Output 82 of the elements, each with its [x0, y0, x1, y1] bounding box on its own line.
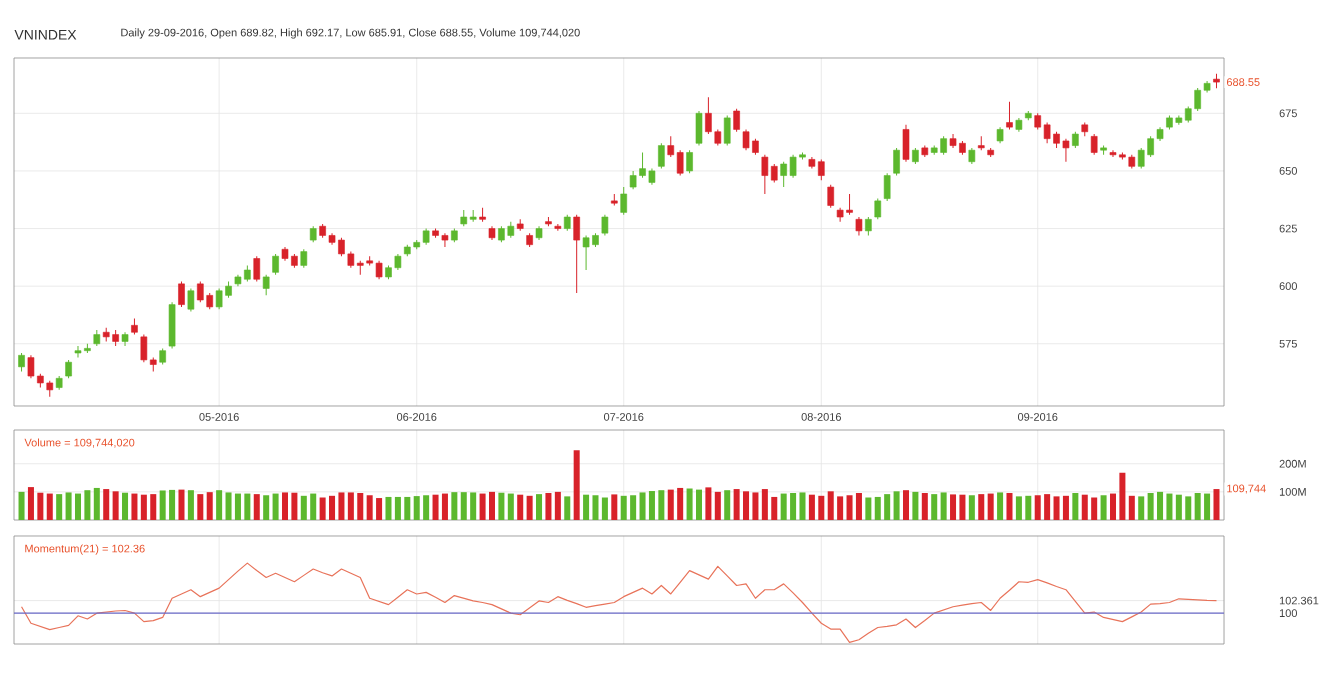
- bar: [1213, 489, 1220, 520]
- bar: [583, 494, 590, 520]
- candlestick: [723, 115, 731, 147]
- bar: [18, 491, 25, 520]
- candlestick: [272, 253, 279, 276]
- bar: [197, 494, 204, 520]
- bar: [893, 491, 900, 520]
- bar: [263, 495, 270, 520]
- candlestick: [620, 186, 628, 216]
- bar: [902, 490, 909, 520]
- bar: [611, 494, 618, 520]
- candlestick: [253, 255, 261, 283]
- bar: [1100, 495, 1107, 520]
- candlestick: [262, 274, 270, 296]
- bar: [1006, 493, 1013, 520]
- candlestick: [601, 214, 609, 236]
- bar: [564, 496, 571, 520]
- bar: [488, 491, 495, 520]
- bar: [272, 493, 279, 520]
- candlestick: [300, 248, 308, 269]
- bar: [526, 495, 533, 520]
- bar: [131, 493, 138, 520]
- candlestick: [902, 124, 910, 163]
- bar: [573, 450, 580, 520]
- bar: [601, 497, 608, 520]
- bar: [997, 492, 1004, 520]
- candlestick: [573, 214, 580, 294]
- bar: [705, 487, 712, 520]
- bar: [695, 489, 702, 520]
- bar: [103, 489, 110, 520]
- candlestick: [18, 352, 25, 372]
- bar: [978, 494, 985, 520]
- candlestick: [65, 359, 72, 379]
- bar: [122, 492, 129, 520]
- candlestick: [733, 108, 740, 133]
- candlestick: [695, 110, 703, 147]
- bar: [545, 493, 552, 520]
- candlestick: [855, 216, 863, 236]
- bar: [507, 493, 514, 520]
- bar: [178, 489, 185, 520]
- bar: [1072, 493, 1079, 520]
- bar: [451, 492, 458, 520]
- bar: [987, 493, 994, 520]
- bar: [253, 494, 260, 520]
- bar: [112, 491, 119, 520]
- candlestick: [178, 281, 185, 308]
- bar: [206, 492, 213, 520]
- candlestick: [658, 142, 665, 170]
- bar: [1128, 495, 1135, 520]
- bar: [56, 494, 63, 520]
- bar: [441, 493, 448, 520]
- bar: [187, 490, 194, 520]
- bar: [855, 493, 862, 520]
- candlestick: [686, 149, 693, 174]
- bar: [281, 492, 289, 520]
- bar: [950, 494, 957, 520]
- bar: [968, 495, 975, 520]
- bar: [554, 491, 561, 520]
- candlestick: [883, 172, 891, 202]
- bar: [498, 492, 505, 520]
- bar: [1062, 495, 1069, 520]
- bar: [931, 494, 938, 520]
- bar: [940, 492, 947, 520]
- bar: [93, 487, 100, 520]
- bar: [1138, 496, 1145, 520]
- bar: [216, 490, 223, 520]
- candlestick: [865, 216, 872, 236]
- bar: [46, 493, 53, 520]
- bar: [724, 490, 731, 520]
- candlestick: [874, 198, 882, 220]
- candlestick: [1090, 133, 1098, 156]
- candlestick: [827, 184, 835, 209]
- bar: [536, 494, 543, 520]
- bar: [714, 491, 721, 520]
- candlestick: [893, 147, 900, 177]
- bar: [921, 493, 928, 520]
- candlestick: [187, 287, 195, 313]
- bar: [517, 494, 524, 520]
- candlestick: [1006, 101, 1013, 130]
- candlestick: [168, 301, 176, 349]
- bar: [912, 491, 919, 520]
- bar: [865, 497, 872, 520]
